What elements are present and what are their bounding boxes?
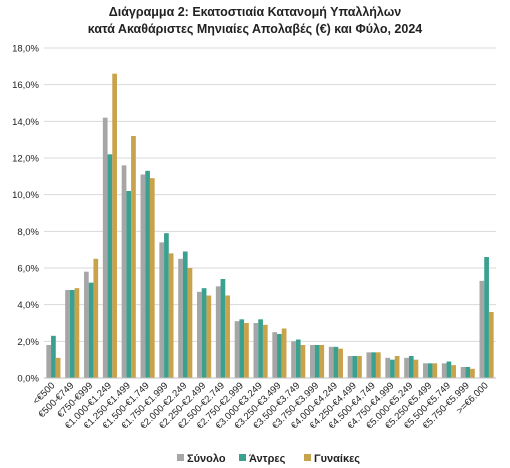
bar bbox=[408, 356, 414, 378]
legend-label: Σύνολο bbox=[187, 453, 226, 465]
bar bbox=[197, 291, 202, 378]
y-tick-label: 6,0% bbox=[17, 264, 39, 275]
bar bbox=[310, 345, 315, 378]
y-tick-label: 12,0% bbox=[12, 154, 39, 165]
bar bbox=[460, 367, 466, 378]
bar bbox=[446, 361, 452, 378]
y-tick-label: 0,0% bbox=[17, 374, 39, 385]
bar bbox=[333, 346, 339, 378]
bar bbox=[46, 345, 52, 378]
bar bbox=[244, 323, 249, 378]
legend-swatch bbox=[304, 454, 311, 461]
bar bbox=[262, 324, 268, 378]
bar bbox=[272, 332, 278, 378]
bar bbox=[366, 352, 372, 378]
y-tick-label: 4,0% bbox=[17, 300, 39, 311]
y-tick-label: 2,0% bbox=[17, 337, 39, 348]
bar bbox=[88, 282, 94, 378]
bar bbox=[291, 341, 296, 378]
bar bbox=[182, 251, 188, 378]
bar bbox=[347, 356, 353, 378]
legend-swatch bbox=[239, 454, 246, 461]
y-tick-label: 14,0% bbox=[12, 117, 39, 128]
chart-title: Διάγραμμα 2: Εκατοστιαία Κατανομή Υπαλλή… bbox=[109, 5, 402, 19]
bar bbox=[385, 357, 391, 378]
bar bbox=[140, 174, 146, 378]
legend-label: Γυναίκες bbox=[314, 453, 360, 465]
bar bbox=[102, 117, 108, 379]
bar bbox=[164, 233, 169, 378]
bar bbox=[201, 288, 207, 378]
bar bbox=[187, 268, 193, 378]
y-tick-label: 16,0% bbox=[12, 80, 39, 91]
bar bbox=[178, 258, 183, 378]
bar bbox=[121, 165, 127, 378]
bar bbox=[69, 290, 75, 378]
bar bbox=[295, 339, 301, 378]
bar bbox=[206, 295, 212, 378]
bars bbox=[46, 73, 494, 379]
bar bbox=[239, 319, 245, 378]
bar bbox=[84, 271, 89, 378]
bar bbox=[112, 73, 117, 379]
y-tick-label: 8,0% bbox=[17, 227, 39, 238]
bar bbox=[470, 368, 475, 378]
bar bbox=[357, 356, 362, 378]
bar bbox=[234, 321, 240, 378]
bar bbox=[375, 352, 381, 378]
bar bbox=[394, 356, 400, 378]
bar bbox=[300, 345, 306, 378]
bar bbox=[328, 346, 334, 378]
bar bbox=[484, 257, 489, 378]
bar bbox=[225, 295, 230, 378]
bar bbox=[145, 170, 150, 378]
bar bbox=[427, 363, 433, 378]
bar bbox=[168, 253, 174, 378]
bar bbox=[131, 136, 136, 378]
y-axis-tick-labels: 0,0% 2,0% 4,0% 6,0% 8,0% 10,0% 12,0% 14,0% 16,0%… bbox=[12, 44, 39, 385]
legend: Σύνολο Άντρες Γυναίκες bbox=[177, 453, 360, 465]
bar bbox=[258, 319, 263, 378]
bar bbox=[107, 154, 113, 378]
bar bbox=[277, 334, 282, 378]
bar bbox=[371, 352, 376, 378]
bar bbox=[404, 357, 409, 378]
bar bbox=[93, 258, 99, 378]
bar bbox=[149, 178, 155, 378]
bar bbox=[159, 242, 165, 378]
legend-swatch bbox=[177, 454, 184, 461]
x-axis-tick-labels: <€500€500-€749€750-€999€1.000-€1.249€1.2… bbox=[31, 380, 491, 431]
bar bbox=[51, 335, 56, 378]
bar bbox=[253, 323, 259, 378]
bar bbox=[65, 290, 70, 378]
chart-subtitle: κατά Ακαθάριστες Μηνιαίες Απολαβές (€) κ… bbox=[88, 22, 423, 36]
bar bbox=[74, 288, 80, 378]
bar bbox=[413, 359, 419, 378]
bar bbox=[432, 363, 438, 378]
bar bbox=[55, 357, 61, 378]
bar bbox=[451, 365, 456, 378]
bar bbox=[126, 191, 132, 378]
bar bbox=[488, 312, 494, 378]
bar bbox=[352, 356, 358, 378]
bar bbox=[479, 280, 485, 378]
y-tick-label: 18,0% bbox=[12, 44, 39, 55]
bar bbox=[220, 279, 226, 378]
bar bbox=[465, 367, 471, 378]
bar bbox=[338, 348, 343, 378]
y-tick-label: 10,0% bbox=[12, 190, 39, 201]
bar bbox=[281, 328, 287, 378]
bar bbox=[423, 363, 428, 378]
bar bbox=[314, 345, 320, 378]
bar bbox=[441, 363, 447, 378]
bar bbox=[215, 286, 221, 378]
bar bbox=[319, 345, 325, 378]
legend-label: Άντρες bbox=[249, 453, 286, 465]
gridlines bbox=[44, 47, 496, 342]
bar bbox=[390, 359, 395, 378]
